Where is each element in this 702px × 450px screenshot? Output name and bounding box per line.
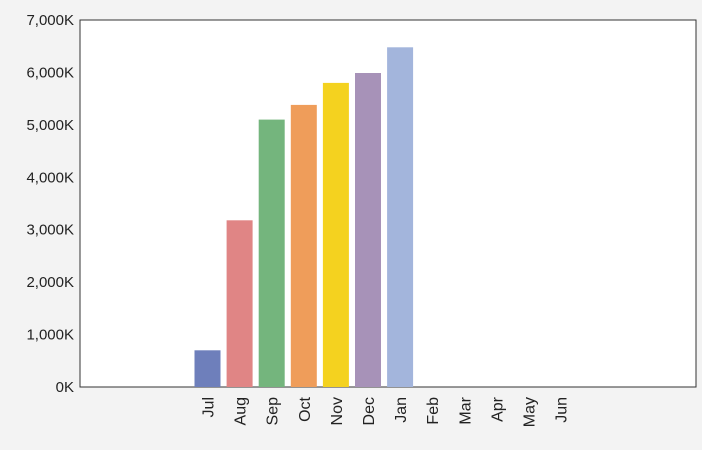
y-tick-label: 6,000K [26,64,74,81]
x-tick-label-feb: Feb [425,397,442,425]
x-tick-label-aug: Aug [233,397,250,425]
y-tick-label: 4,000K [26,169,74,186]
x-tick-label-jan: Jan [393,397,410,423]
x-tick-label-may: May [522,397,539,427]
x-tick-label-nov: Nov [329,397,346,425]
x-tick-label-oct: Oct [297,396,314,421]
x-tick-label-sep: Sep [265,397,282,426]
x-axis-labels: Jul Aug Sep Oct Nov Dec Jan Feb Mar Apr May Jun [201,396,571,427]
bar-sep [258,119,285,387]
bar-nov [322,82,349,388]
y-tick-label: 0K [56,379,74,396]
bar-dec [355,73,381,387]
x-tick-label-dec: Dec [361,397,378,425]
y-tick-label: 7,000K [26,12,74,29]
bar-oct [290,104,317,388]
bar-jan [387,47,414,388]
bars [194,47,414,388]
y-axis-ticks: 0K 1,000K 2,000K 3,000K 4,000K 5,000K 6,000K 7,… [26,12,74,396]
y-tick-label: 5,000K [26,117,74,134]
bar-jul [194,350,221,387]
x-tick-label-jun: Jun [554,397,571,423]
y-tick-label: 2,000K [26,274,74,291]
x-tick-label-apr: Apr [489,396,506,422]
x-tick-label-jul: Jul [201,397,218,417]
x-tick-label-mar: Mar [457,396,474,424]
bar-aug [226,220,253,387]
y-tick-label: 1,000K [26,327,74,344]
y-tick-label: 3,000K [26,222,74,239]
